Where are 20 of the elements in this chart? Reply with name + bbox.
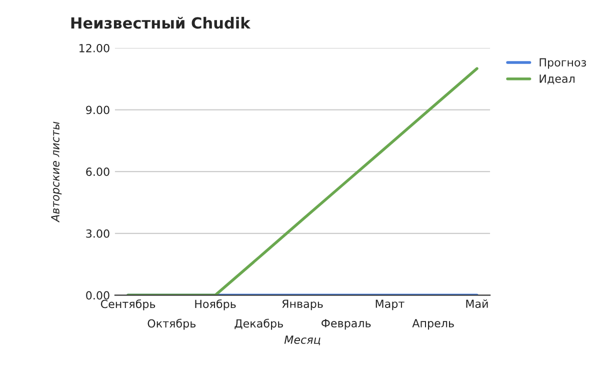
y-tick-label: 9.00 bbox=[86, 106, 110, 114]
x-tick-label: Февраль bbox=[322, 319, 371, 330]
legend-label: Прогноз bbox=[540, 58, 586, 69]
x-tick-label: Ноябрь bbox=[195, 299, 236, 310]
x-tick-label: Январь bbox=[282, 300, 323, 310]
y-tick-label: 6.00 bbox=[86, 168, 110, 176]
x-tick-label: Март bbox=[376, 300, 404, 310]
x-tick-label: Декабрь bbox=[234, 318, 283, 330]
x-tick-label: Октябрь bbox=[148, 318, 196, 330]
x-tick-label: Май bbox=[466, 299, 488, 308]
x-tick-label: Сентябрь bbox=[100, 299, 156, 310]
legend-label: Идеал bbox=[540, 74, 574, 84]
chart-title: Неизвестный Chudik bbox=[71, 16, 251, 29]
y-tick-label: 0.00 bbox=[86, 291, 110, 300]
y-axis-title: Авторские листы bbox=[51, 122, 62, 222]
y-tick-label: 3.00 bbox=[86, 229, 110, 238]
y-tick-label: 12.00 bbox=[80, 44, 110, 52]
x-tick-label: Апрель bbox=[412, 319, 454, 330]
line-series bbox=[126, 67, 478, 296]
x-axis-title: Месяц bbox=[284, 336, 320, 346]
